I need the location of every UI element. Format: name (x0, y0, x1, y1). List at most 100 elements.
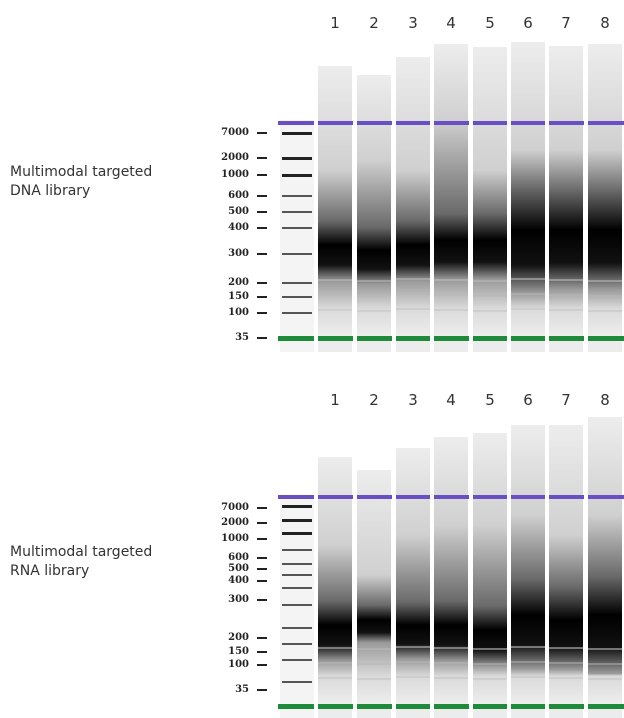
size-marker-label: 35 (235, 332, 249, 343)
minor-band (434, 647, 468, 649)
minor-band (511, 278, 545, 280)
minor-band (549, 677, 583, 679)
ladder-band (282, 132, 312, 135)
sample-band (473, 433, 507, 706)
sample-band (357, 75, 391, 338)
minor-band (357, 310, 391, 312)
upper-marker-line (278, 121, 624, 125)
minor-band (473, 678, 507, 680)
sample-band (434, 437, 468, 706)
lane-number: 1 (330, 391, 340, 409)
minor-band (473, 310, 507, 312)
ladder-band (282, 659, 312, 661)
size-marker-label: 2000 (221, 152, 249, 163)
minor-band (588, 663, 622, 665)
size-marker-label: 200 (228, 632, 249, 643)
size-marker-tick (257, 157, 267, 159)
minor-band (588, 648, 622, 650)
size-marker-tick (257, 132, 267, 134)
sample-band (318, 66, 352, 338)
lane-number: 3 (408, 391, 418, 409)
ladder-band (282, 587, 312, 589)
minor-band (588, 280, 622, 282)
ladder-band (282, 604, 312, 606)
minor-band (473, 663, 507, 665)
minor-band (549, 279, 583, 281)
minor-band (396, 676, 430, 678)
size-marker-label: 7000 (221, 127, 249, 138)
minor-band (318, 309, 352, 311)
minor-band (511, 646, 545, 648)
sample-band (434, 44, 468, 338)
minor-band (511, 308, 545, 310)
lane-number: 5 (485, 14, 495, 32)
minor-band (396, 646, 430, 648)
minor-band (396, 661, 430, 663)
ladder-band (282, 681, 312, 683)
ladder-band (282, 253, 312, 255)
minor-band (549, 647, 583, 649)
minor-band (396, 308, 430, 310)
ladder-band (282, 627, 312, 629)
size-marker-label: 400 (228, 222, 249, 233)
minor-band (511, 293, 545, 295)
ladder-band (282, 174, 312, 177)
minor-band (434, 309, 468, 311)
lane-number: 6 (523, 14, 533, 32)
panel-label-line1: Multimodal targeted (10, 164, 153, 180)
sample-band (473, 47, 507, 338)
ladder-band (282, 195, 312, 197)
size-marker-label: 1000 (221, 533, 249, 544)
minor-band (434, 279, 468, 281)
size-marker-tick (257, 337, 267, 339)
minor-band (396, 293, 430, 295)
size-marker-label: 600 (228, 190, 249, 201)
size-marker-label: 300 (228, 594, 249, 605)
minor-band (318, 662, 352, 664)
minor-band (396, 278, 430, 280)
size-marker-tick (257, 538, 267, 540)
lane-number: 7 (561, 391, 571, 409)
minor-band (434, 294, 468, 296)
gel-image-rna (278, 417, 624, 718)
minor-band (357, 648, 391, 650)
minor-band (588, 310, 622, 312)
panel-label-line1: Multimodal targeted (10, 544, 153, 560)
size-marker-tick (257, 282, 267, 284)
size-marker-tick (257, 522, 267, 524)
size-marker-tick (257, 296, 267, 298)
panel-label-dna: Multimodal targeted DNA library (10, 163, 152, 201)
minor-band (511, 661, 545, 663)
ladder-band (282, 282, 312, 284)
ladder-band (282, 312, 312, 314)
panel-label-rna: Multimodal targeted RNA library (10, 543, 152, 581)
minor-band (434, 662, 468, 664)
sample-band (318, 457, 352, 706)
ladder-band (282, 157, 312, 160)
size-marker-label: 2000 (221, 517, 249, 528)
sample-band (511, 42, 545, 338)
size-marker-label: 100 (228, 307, 249, 318)
panel-label-line2: RNA library (10, 563, 90, 579)
minor-band (588, 678, 622, 680)
lane-number: 2 (369, 391, 379, 409)
size-marker-tick (257, 557, 267, 559)
minor-band (318, 279, 352, 281)
size-marker-tick (257, 227, 267, 229)
size-marker-tick (257, 312, 267, 314)
ladder-lane (280, 120, 314, 352)
size-marker-tick (257, 637, 267, 639)
size-marker-label: 300 (228, 248, 249, 259)
sample-band (396, 448, 430, 706)
size-marker-label: 400 (228, 575, 249, 586)
ladder-band (282, 227, 312, 229)
lane-number: 3 (408, 14, 418, 32)
lower-marker-line (278, 336, 624, 341)
size-marker-label: 1000 (221, 169, 249, 180)
minor-band (549, 309, 583, 311)
sample-band (396, 57, 430, 338)
ladder-band (282, 563, 312, 565)
minor-band (357, 295, 391, 297)
sample-band (549, 46, 583, 338)
lane-number: 4 (446, 14, 456, 32)
